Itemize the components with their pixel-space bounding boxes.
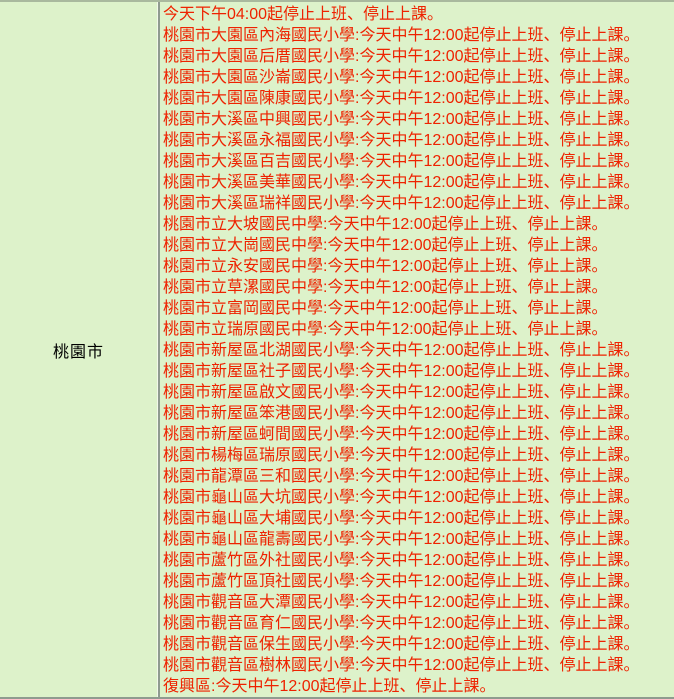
region-cell: 桃園市 — [0, 2, 158, 697]
announcement-line: 今天下午04:00起停止上班、停止上課。 — [163, 6, 444, 23]
announcement-line: 桃園市大溪區美華國民小學:今天中午12:00起停止上班、停止上課。 — [163, 174, 640, 191]
announcement-line: 桃園市觀音區大潭國民小學:今天中午12:00起停止上班、停止上課。 — [163, 594, 640, 611]
announcement-line: 桃園市立大坡國民中學:今天中午12:00起停止上班、停止上課。 — [163, 216, 608, 233]
announcement-line: 桃園市龜山區大埔國民小學:今天中午12:00起停止上班、停止上課。 — [163, 510, 640, 527]
announcement-line: 桃園市大溪區瑞祥國民小學:今天中午12:00起停止上班、停止上課。 — [163, 195, 640, 212]
announcement-line: 桃園市大園區沙崙國民小學:今天中午12:00起停止上班、停止上課。 — [163, 69, 640, 86]
announcement-line: 桃園市大園區內海國民小學:今天中午12:00起停止上班、停止上課。 — [163, 27, 640, 44]
announcement-line: 桃園市大溪區中興國民小學:今天中午12:00起停止上班、停止上課。 — [163, 111, 640, 128]
announcement-line: 桃園市新屋區蚵間國民小學:今天中午12:00起停止上班、停止上課。 — [163, 426, 640, 443]
announcement-line: 桃園市新屋區社子國民小學:今天中午12:00起停止上班、停止上課。 — [163, 363, 640, 380]
region-label: 桃園市 — [52, 343, 104, 361]
announcement-line: 桃園市立富岡國民中學:今天中午12:00起停止上班、停止上課。 — [163, 300, 608, 317]
announcements-cell: 今天下午04:00起停止上班、停止上課。桃園市大園區內海國民小學:今天中午12:… — [158, 2, 674, 697]
announcement-line: 桃園市龍潭區三和國民小學:今天中午12:00起停止上班、停止上課。 — [163, 468, 640, 485]
announcement-line: 桃園市龜山區大坑國民小學:今天中午12:00起停止上班、停止上課。 — [163, 489, 640, 506]
announcement-line: 桃園市立瑞原國民中學:今天中午12:00起停止上班、停止上課。 — [163, 321, 608, 338]
announcement-line: 復興區:今天中午12:00起停止上班、停止上課。 — [163, 678, 496, 695]
announcement-line: 桃園市立草漯國民中學:今天中午12:00起停止上班、停止上課。 — [163, 279, 608, 296]
announcement-line: 桃園市新屋區北湖國民小學:今天中午12:00起停止上班、停止上課。 — [163, 342, 640, 359]
announcement-line: 桃園市大溪區永福國民小學:今天中午12:00起停止上班、停止上課。 — [163, 132, 640, 149]
announcement-line: 桃園市龜山區龍壽國民小學:今天中午12:00起停止上班、停止上課。 — [163, 531, 640, 548]
announcement-line: 桃園市觀音區育仁國民小學:今天中午12:00起停止上班、停止上課。 — [163, 615, 640, 632]
announcement-line: 桃園市新屋區笨港國民小學:今天中午12:00起停止上班、停止上課。 — [163, 405, 640, 422]
announcement-line: 桃園市楊梅區瑞原國民小學:今天中午12:00起停止上班、停止上課。 — [163, 447, 640, 464]
announcement-line: 桃園市蘆竹區頂社國民小學:今天中午12:00起停止上班、停止上課。 — [163, 573, 640, 590]
announcement-line: 桃園市觀音區樹林國民小學:今天中午12:00起停止上班、停止上課。 — [163, 657, 640, 674]
announcement-line: 桃園市大溪區百吉國民小學:今天中午12:00起停止上班、停止上課。 — [163, 153, 640, 170]
announcement-line: 桃園市大園區后厝國民小學:今天中午12:00起停止上班、停止上課。 — [163, 48, 640, 65]
announcement-line: 桃園市大園區陳康國民小學:今天中午12:00起停止上班、停止上課。 — [163, 90, 640, 107]
announcement-line: 桃園市觀音區保生國民小學:今天中午12:00起停止上班、停止上課。 — [163, 636, 640, 653]
announcement-line: 桃園市立大崗國民中學:今天中午12:00起停止上班、停止上課。 — [163, 237, 608, 254]
announcement-line: 桃園市新屋區啟文國民小學:今天中午12:00起停止上班、停止上課。 — [163, 384, 640, 401]
announcement-line: 桃園市蘆竹區外社國民小學:今天中午12:00起停止上班、停止上課。 — [163, 552, 640, 569]
announcement-line: 桃園市立永安國民中學:今天中午12:00起停止上班、停止上課。 — [163, 258, 608, 275]
